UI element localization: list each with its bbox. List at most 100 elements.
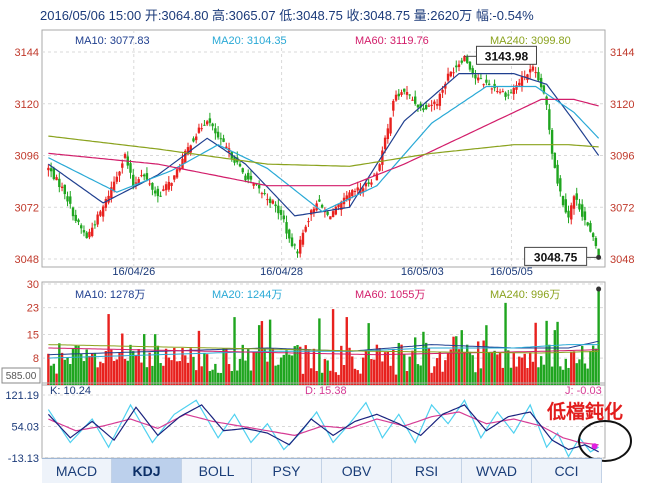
volume-bar — [570, 351, 573, 385]
volume-bar — [416, 364, 420, 385]
volume-bar — [257, 325, 261, 385]
candle-body — [197, 127, 201, 133]
volume-bar — [526, 367, 529, 385]
candle-body — [140, 175, 143, 177]
tab-macd[interactable]: MACD — [42, 459, 112, 483]
candle-body — [257, 184, 261, 189]
candle-body — [96, 214, 99, 225]
candle-body — [211, 123, 214, 127]
volume-bar — [589, 350, 592, 385]
volume-bar — [121, 333, 124, 385]
volume-bar — [145, 367, 149, 385]
volume-bar — [400, 344, 403, 385]
price-xtick: 16/05/03 — [401, 266, 444, 278]
kdj-ytick: -13.13 — [8, 453, 39, 465]
candle-body — [145, 173, 149, 180]
volume-bar — [299, 346, 302, 385]
candle-body — [219, 138, 223, 140]
volume-bar — [591, 345, 595, 385]
volume-bar — [361, 357, 365, 385]
kdj-label-k: K: 10.24 — [50, 385, 91, 397]
price-xtick: 16/05/05 — [490, 266, 533, 278]
volume-bar — [463, 351, 466, 385]
volume-bar — [52, 363, 56, 385]
candle-body — [581, 204, 584, 217]
volume-bar — [460, 330, 463, 385]
volume-bar — [523, 353, 526, 385]
volume-bar — [247, 349, 250, 385]
candle-body — [578, 203, 581, 210]
candle-body — [498, 91, 502, 93]
candle-body — [501, 91, 505, 93]
candle-body — [279, 209, 283, 215]
volume-bar — [476, 341, 480, 385]
volume-bar — [378, 347, 381, 385]
candle-body — [134, 182, 138, 184]
tab-cci[interactable]: CCI — [532, 459, 602, 483]
candle-body — [509, 92, 513, 94]
tab-obv[interactable]: OBV — [322, 459, 392, 483]
volume-bar — [63, 359, 66, 385]
volume-bar — [337, 374, 340, 385]
volume-bar — [356, 370, 359, 385]
candle-body — [383, 137, 387, 150]
volume-bar — [115, 359, 119, 385]
candle-body — [195, 136, 198, 141]
volume-bar — [501, 367, 505, 385]
candle-body — [80, 225, 83, 229]
volume-bar — [225, 348, 228, 385]
volume-bar — [531, 361, 535, 385]
price-ytick-right: 3072 — [610, 202, 634, 214]
volume-bar — [334, 372, 338, 385]
tab-rsi[interactable]: RSI — [392, 459, 462, 483]
volume-bar — [539, 356, 543, 385]
candle-body — [285, 222, 288, 234]
candle-body — [487, 83, 491, 86]
volume-bar — [77, 345, 80, 385]
volume-bars — [47, 289, 600, 385]
tab-psy[interactable]: PSY — [252, 459, 322, 483]
tab-kdj[interactable]: KDJ — [112, 459, 182, 483]
volume-bar — [542, 364, 546, 385]
candle-body — [159, 195, 162, 197]
kdj-j-line — [47, 404, 599, 453]
volume-bar — [126, 360, 129, 385]
volume-bar — [348, 347, 351, 385]
candle-body — [203, 124, 206, 126]
candle-body — [424, 104, 428, 110]
tab-wvad[interactable]: WVAD — [462, 459, 532, 483]
candle-body — [427, 105, 431, 107]
candle-body — [74, 214, 77, 221]
candle-body — [277, 205, 280, 214]
volume-bar — [534, 322, 537, 385]
volume-bar — [110, 349, 113, 385]
volume-bar — [446, 353, 450, 385]
candle-body — [471, 68, 474, 74]
volume-bar — [55, 373, 58, 385]
volume-bar — [99, 361, 102, 385]
candle-body — [392, 100, 395, 111]
kdj-k-line — [47, 398, 599, 458]
candle-body — [200, 128, 203, 130]
volume-ma60-line — [48, 347, 599, 356]
volume-bar — [132, 351, 135, 385]
candle-body — [175, 169, 179, 178]
volume-bar — [296, 345, 299, 385]
volume-bar — [509, 367, 513, 385]
candle-body — [247, 172, 250, 180]
candle-body — [504, 92, 507, 97]
volume-bar — [383, 352, 387, 385]
candle-body — [405, 91, 409, 95]
volume-bar — [452, 336, 455, 385]
volume-bar — [548, 344, 551, 385]
candle-body — [241, 168, 244, 173]
volume-bar — [118, 352, 121, 385]
volume-bar — [279, 357, 283, 385]
header-info: 2016/05/06 15:00 开:3064.80 高:3065.07 低:3… — [40, 8, 534, 23]
tab-boll[interactable]: BOLL — [182, 459, 252, 483]
volume-bar — [457, 349, 461, 385]
volume-bar — [575, 363, 578, 385]
candle-body — [556, 164, 559, 184]
price-legend-ma10: MA10: 3077.83 — [75, 35, 150, 47]
candle-body — [162, 189, 165, 191]
